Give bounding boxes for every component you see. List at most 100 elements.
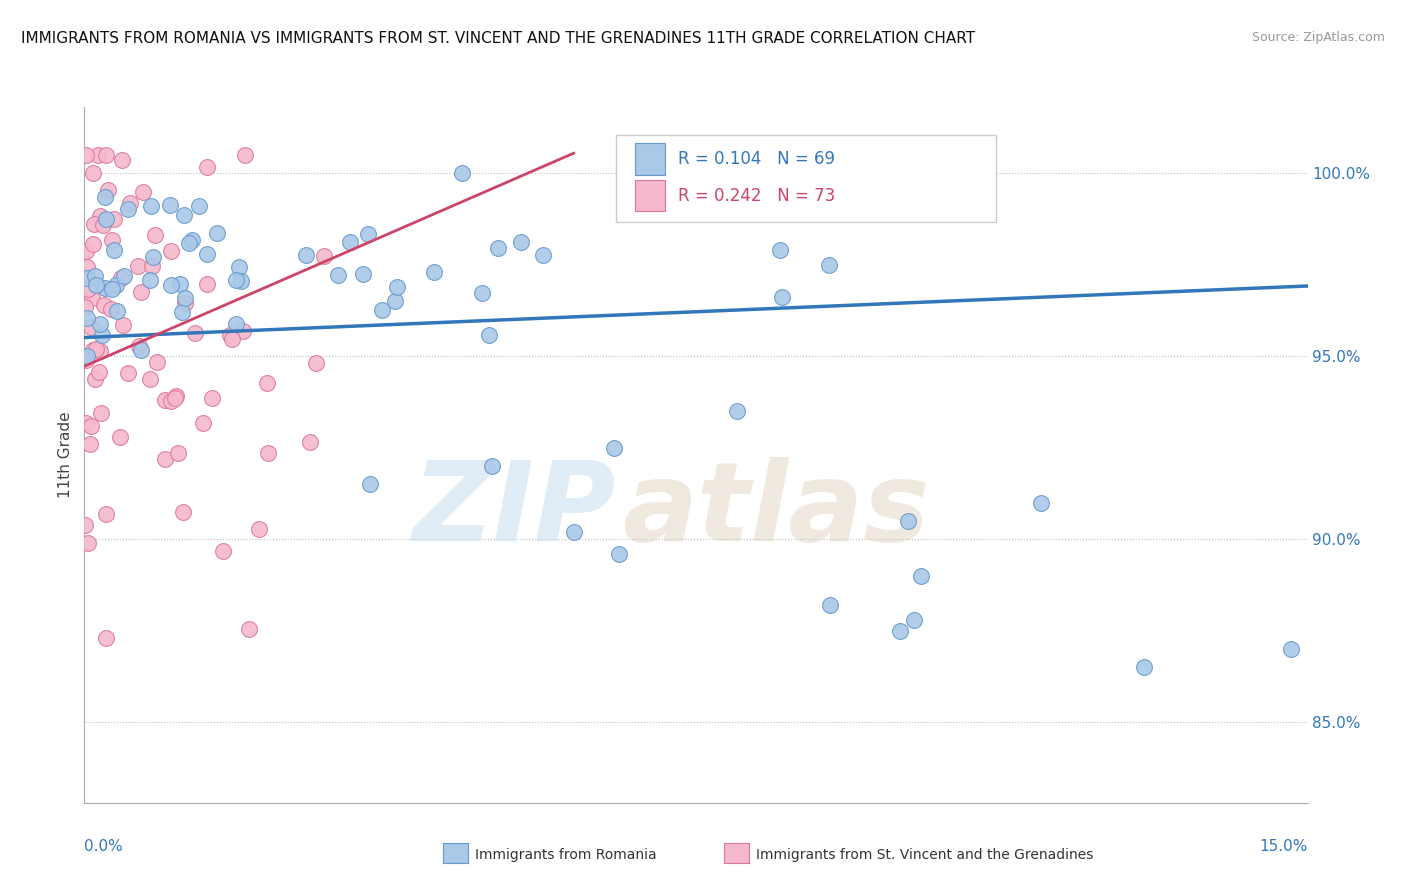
Point — [211, 544, 233, 558]
Point — [889, 624, 911, 638]
Point — [117, 367, 139, 381]
Point — [195, 277, 218, 292]
Point — [93, 298, 115, 312]
Point — [603, 441, 626, 455]
Point — [90, 406, 112, 420]
Point — [339, 235, 361, 249]
Point — [225, 273, 247, 287]
Y-axis label: 11th Grade: 11th Grade — [58, 411, 73, 499]
Point — [76, 310, 98, 325]
Point — [228, 260, 250, 274]
Point — [129, 285, 152, 300]
Point — [357, 227, 380, 241]
Point — [165, 389, 187, 403]
FancyBboxPatch shape — [616, 135, 995, 222]
Text: R = 0.104   N = 69: R = 0.104 N = 69 — [678, 150, 835, 169]
Point — [82, 236, 104, 251]
Point — [117, 202, 139, 216]
Point — [87, 147, 110, 161]
Point — [83, 372, 105, 386]
Point — [131, 343, 153, 357]
Point — [160, 244, 183, 259]
Point — [765, 189, 787, 203]
Point — [89, 343, 111, 358]
Point — [169, 277, 191, 292]
Point — [103, 212, 125, 227]
Point — [79, 319, 101, 334]
Point — [96, 631, 118, 645]
Point — [509, 235, 531, 250]
Point — [103, 243, 125, 257]
Point — [84, 342, 107, 356]
Point — [159, 197, 181, 211]
Point — [172, 305, 194, 319]
Point — [82, 291, 104, 305]
Point — [139, 273, 162, 287]
Point — [205, 226, 228, 240]
Point — [76, 349, 98, 363]
Point — [112, 318, 135, 332]
Point — [1031, 495, 1053, 509]
Point — [179, 235, 201, 250]
Point — [219, 328, 242, 343]
Point — [818, 258, 841, 272]
Point — [225, 317, 247, 331]
Point — [84, 278, 107, 293]
Point — [96, 212, 118, 227]
Point — [187, 199, 209, 213]
Point — [153, 393, 176, 408]
Text: R = 0.242   N = 73: R = 0.242 N = 73 — [678, 187, 835, 205]
Point — [73, 300, 96, 314]
Text: IMMIGRANTS FROM ROMANIA VS IMMIGRANTS FROM ST. VINCENT AND THE GRENADINES 11TH G: IMMIGRANTS FROM ROMANIA VS IMMIGRANTS FR… — [21, 31, 976, 46]
Point — [142, 250, 165, 264]
Point — [221, 332, 243, 346]
Point — [84, 269, 107, 284]
Point — [91, 218, 114, 232]
Point — [295, 247, 318, 261]
Point — [173, 208, 195, 222]
Point — [94, 507, 117, 521]
Point — [159, 394, 181, 409]
Text: Immigrants from Romania: Immigrants from Romania — [475, 847, 657, 862]
Point — [231, 274, 253, 288]
Point — [101, 282, 124, 296]
Point — [903, 613, 925, 627]
Text: Source: ZipAtlas.com: Source: ZipAtlas.com — [1251, 31, 1385, 45]
Point — [451, 165, 474, 179]
Point — [191, 417, 214, 431]
Point — [232, 324, 254, 338]
Point — [128, 339, 150, 353]
Point — [481, 458, 503, 473]
Point — [110, 429, 132, 443]
Point — [257, 446, 280, 460]
Point — [486, 241, 509, 255]
Point — [76, 270, 98, 285]
Point — [423, 265, 446, 279]
Point — [387, 280, 409, 294]
Point — [97, 183, 120, 197]
Point — [105, 304, 128, 318]
Text: 0.0%: 0.0% — [84, 839, 124, 855]
Point — [96, 147, 118, 161]
Point — [769, 244, 792, 258]
Point — [195, 246, 218, 260]
Point — [238, 622, 260, 636]
Point — [770, 290, 793, 304]
Point — [531, 248, 554, 262]
Point — [183, 326, 205, 340]
Point — [167, 446, 190, 460]
Point — [725, 404, 748, 418]
Point — [82, 343, 104, 357]
Point — [75, 417, 97, 431]
Point — [201, 391, 224, 405]
Point — [174, 291, 197, 305]
Point — [105, 278, 128, 293]
Point — [299, 435, 322, 450]
Point — [127, 259, 149, 273]
Point — [79, 437, 101, 451]
Point — [143, 227, 166, 242]
Text: atlas: atlas — [623, 457, 929, 564]
Point — [352, 267, 374, 281]
Point — [76, 536, 98, 550]
Point — [75, 147, 97, 161]
